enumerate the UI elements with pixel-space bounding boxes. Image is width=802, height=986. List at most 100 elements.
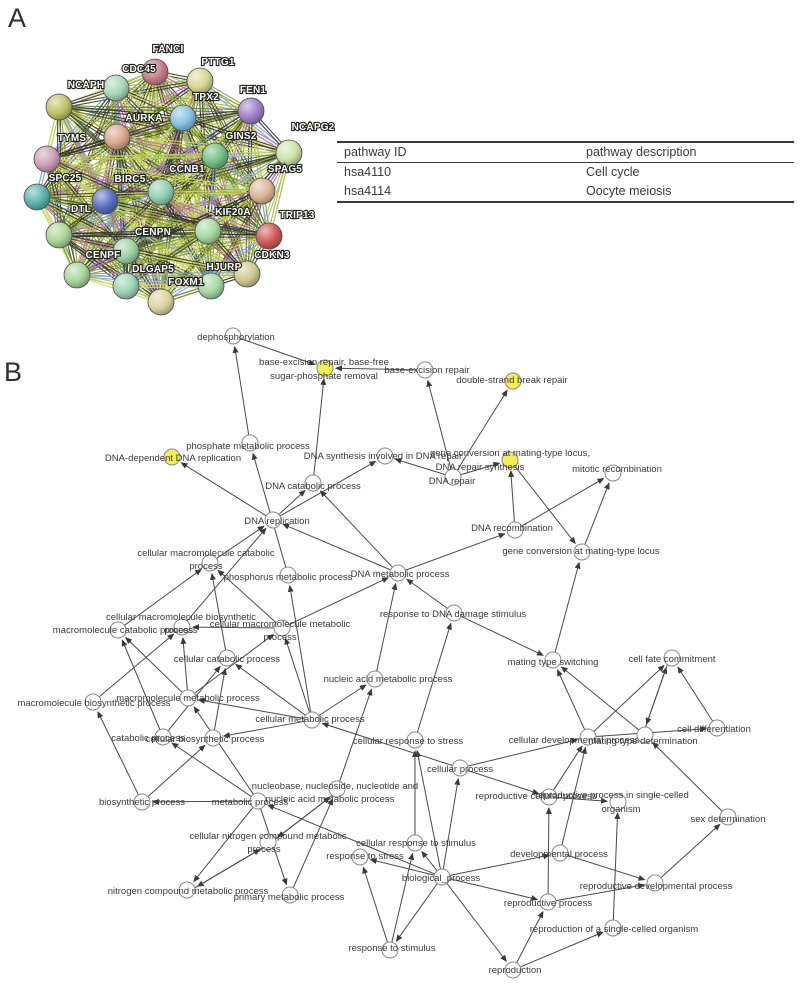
protein-label-CENPF: CENPF bbox=[86, 250, 121, 261]
go-edge bbox=[232, 345, 250, 436]
go-node-11 bbox=[444, 468, 462, 486]
go-edge bbox=[521, 478, 605, 527]
protein-edge bbox=[126, 231, 210, 288]
go-label: process bbox=[263, 632, 297, 643]
panel-a-letter: A bbox=[8, 3, 27, 33]
go-edge bbox=[415, 749, 441, 870]
go-label: reproduction of a single-celled organism bbox=[530, 924, 699, 935]
protein-label-TPX2: TPX2 bbox=[193, 92, 219, 103]
go-label: reproductive process in single-celled bbox=[535, 790, 689, 801]
go-edge bbox=[321, 722, 453, 767]
go-label: cell fate commitment bbox=[628, 654, 715, 665]
go-label: DNA repair bbox=[429, 476, 475, 487]
go-edge bbox=[193, 706, 254, 795]
protein-node-NCAPG2 bbox=[275, 139, 303, 167]
protein-label-TYMS: TYMS bbox=[58, 133, 87, 144]
go-label: DNA catabolic process bbox=[265, 481, 361, 492]
protein-edge bbox=[37, 195, 270, 236]
protein-node-KIF20A bbox=[194, 217, 222, 245]
go-node-19 bbox=[445, 604, 463, 622]
go-label: mating type switching bbox=[508, 657, 599, 668]
protein-edge bbox=[126, 192, 163, 287]
go-edge bbox=[213, 667, 228, 731]
go-edge bbox=[467, 770, 540, 795]
protein-node-SPAG5 bbox=[248, 177, 276, 205]
go-edge bbox=[194, 848, 261, 889]
go-edge bbox=[292, 798, 333, 888]
go-node-51 bbox=[328, 780, 346, 798]
go-node-50 bbox=[259, 833, 277, 851]
go-node-38 bbox=[609, 793, 627, 811]
protein-edge bbox=[125, 272, 247, 286]
go-edge bbox=[421, 850, 438, 872]
protein-label-AURKA: AURKA bbox=[125, 113, 162, 124]
protein-edge bbox=[115, 88, 251, 113]
go-edge bbox=[197, 698, 305, 720]
go-label: macromolecule biosynthetic process bbox=[17, 698, 170, 709]
protein-edge bbox=[77, 273, 212, 286]
protein-edge bbox=[117, 135, 216, 156]
go-node-44 bbox=[539, 893, 557, 911]
protein-node-PTTG1 bbox=[186, 67, 214, 95]
go-label: double-strand break repair bbox=[456, 375, 567, 386]
table-row: hsa4110 Cell cycle bbox=[337, 163, 794, 183]
go-node-28 bbox=[544, 651, 562, 669]
protein-edge bbox=[59, 233, 270, 236]
go-node-41 bbox=[551, 844, 569, 862]
protein-node-HJURP bbox=[197, 272, 225, 300]
go-node-12 bbox=[264, 511, 282, 529]
protein-label-DLGAP5: DLGAP5 bbox=[132, 264, 174, 275]
go-edge bbox=[369, 858, 435, 876]
protein-node-DTL bbox=[45, 221, 73, 249]
protein-edge bbox=[159, 229, 208, 302]
go-dag-edges bbox=[97, 338, 723, 968]
go-label: mitotic recombination bbox=[572, 464, 662, 475]
protein-edge bbox=[46, 154, 215, 159]
go-edge bbox=[442, 777, 461, 870]
protein-edge bbox=[161, 236, 270, 304]
go-edge bbox=[319, 490, 393, 568]
protein-node-CCNB1 bbox=[147, 178, 175, 206]
go-edge bbox=[282, 523, 391, 571]
go-label: DNA recombination bbox=[471, 523, 553, 534]
protein-edge bbox=[58, 229, 208, 235]
go-label: cellular nitrogen compound metabolic bbox=[189, 831, 347, 842]
go-edge bbox=[210, 572, 227, 651]
protein-edge bbox=[36, 197, 269, 238]
go-node-10 bbox=[304, 474, 322, 492]
protein-edge bbox=[161, 190, 270, 236]
go-label: macromolecule metabolic process bbox=[116, 693, 260, 704]
go-node-52 bbox=[133, 793, 151, 811]
go-label: DNA repair synthesis bbox=[436, 462, 525, 473]
go-edge bbox=[171, 742, 252, 797]
go-edge bbox=[514, 465, 576, 545]
go-edge bbox=[313, 377, 327, 476]
go-label: developmental process bbox=[510, 849, 608, 860]
protein-label-SPAG5: SPAG5 bbox=[268, 164, 302, 175]
protein-edge bbox=[116, 81, 201, 90]
go-edge bbox=[235, 663, 306, 716]
go-node-33 bbox=[708, 719, 726, 737]
go-node-35 bbox=[636, 726, 654, 744]
go-edge bbox=[193, 806, 254, 883]
protein-edge bbox=[59, 105, 252, 111]
protein-edge bbox=[117, 135, 290, 153]
protein-node-CDC45 bbox=[102, 74, 130, 102]
protein-edge bbox=[57, 107, 126, 252]
go-label: organism bbox=[601, 804, 640, 815]
go-edge bbox=[191, 624, 275, 631]
go-edge bbox=[584, 482, 610, 545]
go-node-21 bbox=[109, 621, 127, 639]
go-node-29 bbox=[663, 649, 681, 667]
go-label: gene conversion at mating-type locus bbox=[502, 546, 660, 557]
protein-edge bbox=[125, 251, 211, 288]
go-node-25 bbox=[179, 689, 197, 707]
protein-edge bbox=[57, 235, 126, 288]
go-label: base-excision repair, base-free bbox=[259, 357, 389, 368]
go-node-17 bbox=[279, 566, 297, 584]
go-node-highlighted-4 bbox=[504, 372, 522, 390]
protein-label-CDC45: CDC45 bbox=[122, 64, 156, 75]
go-edge bbox=[318, 684, 367, 717]
protein-edge bbox=[36, 154, 215, 197]
go-edge bbox=[391, 852, 415, 943]
